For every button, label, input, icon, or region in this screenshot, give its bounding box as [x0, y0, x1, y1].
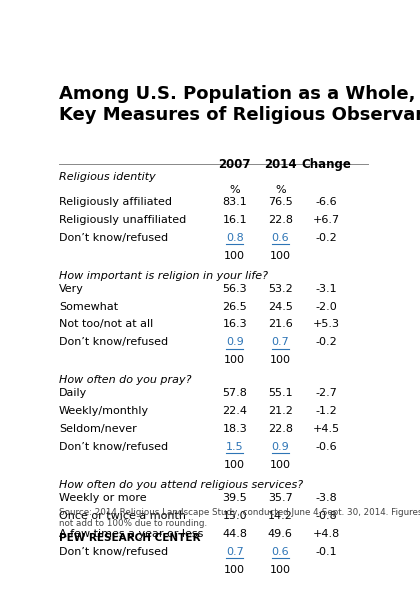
Text: Weekly or more: Weekly or more [59, 493, 147, 503]
Text: 14.2: 14.2 [268, 511, 293, 521]
Text: Change: Change [301, 159, 351, 171]
Text: 100: 100 [224, 251, 245, 261]
Text: 26.5: 26.5 [223, 302, 247, 312]
Text: 0.8: 0.8 [226, 233, 244, 243]
Text: PEW RESEARCH CENTER: PEW RESEARCH CENTER [59, 533, 200, 543]
Text: +5.3: +5.3 [312, 319, 339, 329]
Text: -2.0: -2.0 [315, 302, 337, 312]
Text: Don’t know/refused: Don’t know/refused [59, 233, 168, 243]
Text: 100: 100 [270, 565, 291, 575]
Text: 24.5: 24.5 [268, 302, 293, 312]
Text: 2007: 2007 [218, 159, 251, 171]
Text: 18.3: 18.3 [223, 424, 247, 434]
Text: Don’t know/refused: Don’t know/refused [59, 337, 168, 348]
Text: Religious identity: Religious identity [59, 173, 156, 182]
Text: 0.7: 0.7 [226, 547, 244, 557]
Text: Weekly/monthly: Weekly/monthly [59, 406, 149, 416]
Text: 21.6: 21.6 [268, 319, 293, 329]
Text: -0.8: -0.8 [315, 511, 337, 521]
Text: Religiously unaffiliated: Religiously unaffiliated [59, 215, 186, 225]
Text: Seldom/never: Seldom/never [59, 424, 137, 434]
Text: -2.7: -2.7 [315, 388, 337, 398]
Text: 21.2: 21.2 [268, 406, 293, 416]
Text: Among U.S. Population as a Whole, Modest Declines in
Key Measures of Religious O: Among U.S. Population as a Whole, Modest… [59, 85, 420, 124]
Text: -6.6: -6.6 [315, 197, 337, 207]
Text: 55.1: 55.1 [268, 388, 293, 398]
Text: 0.6: 0.6 [272, 233, 289, 243]
Text: 1.5: 1.5 [226, 442, 244, 452]
Text: 22.8: 22.8 [268, 215, 293, 225]
Text: -0.2: -0.2 [315, 337, 337, 348]
Text: +4.5: +4.5 [312, 424, 339, 434]
Text: 100: 100 [224, 356, 245, 365]
Text: 100: 100 [224, 565, 245, 575]
Text: -3.8: -3.8 [315, 493, 337, 503]
Text: 100: 100 [270, 460, 291, 470]
Text: 49.6: 49.6 [268, 529, 293, 539]
Text: A few times a year or less: A few times a year or less [59, 529, 203, 539]
Text: 100: 100 [270, 251, 291, 261]
Text: %: % [275, 185, 286, 195]
Text: 76.5: 76.5 [268, 197, 293, 207]
Text: 2014: 2014 [264, 159, 297, 171]
Text: %: % [229, 185, 240, 195]
Text: 0.9: 0.9 [271, 442, 289, 452]
Text: 0.6: 0.6 [272, 547, 289, 557]
Text: 16.3: 16.3 [223, 319, 247, 329]
Text: 22.4: 22.4 [222, 406, 247, 416]
Text: 0.9: 0.9 [226, 337, 244, 348]
Text: Religiously affiliated: Religiously affiliated [59, 197, 172, 207]
Text: +6.7: +6.7 [312, 215, 339, 225]
Text: How important is religion in your life?: How important is religion in your life? [59, 271, 268, 281]
Text: -0.1: -0.1 [315, 547, 337, 557]
Text: 35.7: 35.7 [268, 493, 293, 503]
Text: 53.2: 53.2 [268, 284, 293, 294]
Text: 15.0: 15.0 [223, 511, 247, 521]
Text: Once or twice a month: Once or twice a month [59, 511, 186, 521]
Text: 44.8: 44.8 [222, 529, 247, 539]
Text: -1.2: -1.2 [315, 406, 337, 416]
Text: 16.1: 16.1 [223, 215, 247, 225]
Text: 56.3: 56.3 [223, 284, 247, 294]
Text: 100: 100 [270, 356, 291, 365]
Text: Daily: Daily [59, 388, 87, 398]
Text: -3.1: -3.1 [315, 284, 337, 294]
Text: -0.2: -0.2 [315, 233, 337, 243]
Text: Don’t know/refused: Don’t know/refused [59, 547, 168, 557]
Text: -0.6: -0.6 [315, 442, 337, 452]
Text: Very: Very [59, 284, 84, 294]
Text: 22.8: 22.8 [268, 424, 293, 434]
Text: 100: 100 [224, 460, 245, 470]
Text: How often do you pray?: How often do you pray? [59, 375, 192, 386]
Text: 39.5: 39.5 [223, 493, 247, 503]
Text: Don’t know/refused: Don’t know/refused [59, 442, 168, 452]
Text: 57.8: 57.8 [222, 388, 247, 398]
Text: How often do you attend religious services?: How often do you attend religious servic… [59, 480, 303, 490]
Text: +4.8: +4.8 [312, 529, 339, 539]
Text: Source: 2014 Religious Landscape Study, conducted June 4-Sept. 30, 2014. Figures: Source: 2014 Religious Landscape Study, … [59, 509, 420, 528]
Text: Somewhat: Somewhat [59, 302, 118, 312]
Text: Not too/not at all: Not too/not at all [59, 319, 153, 329]
Text: 83.1: 83.1 [223, 197, 247, 207]
Text: 0.7: 0.7 [271, 337, 289, 348]
